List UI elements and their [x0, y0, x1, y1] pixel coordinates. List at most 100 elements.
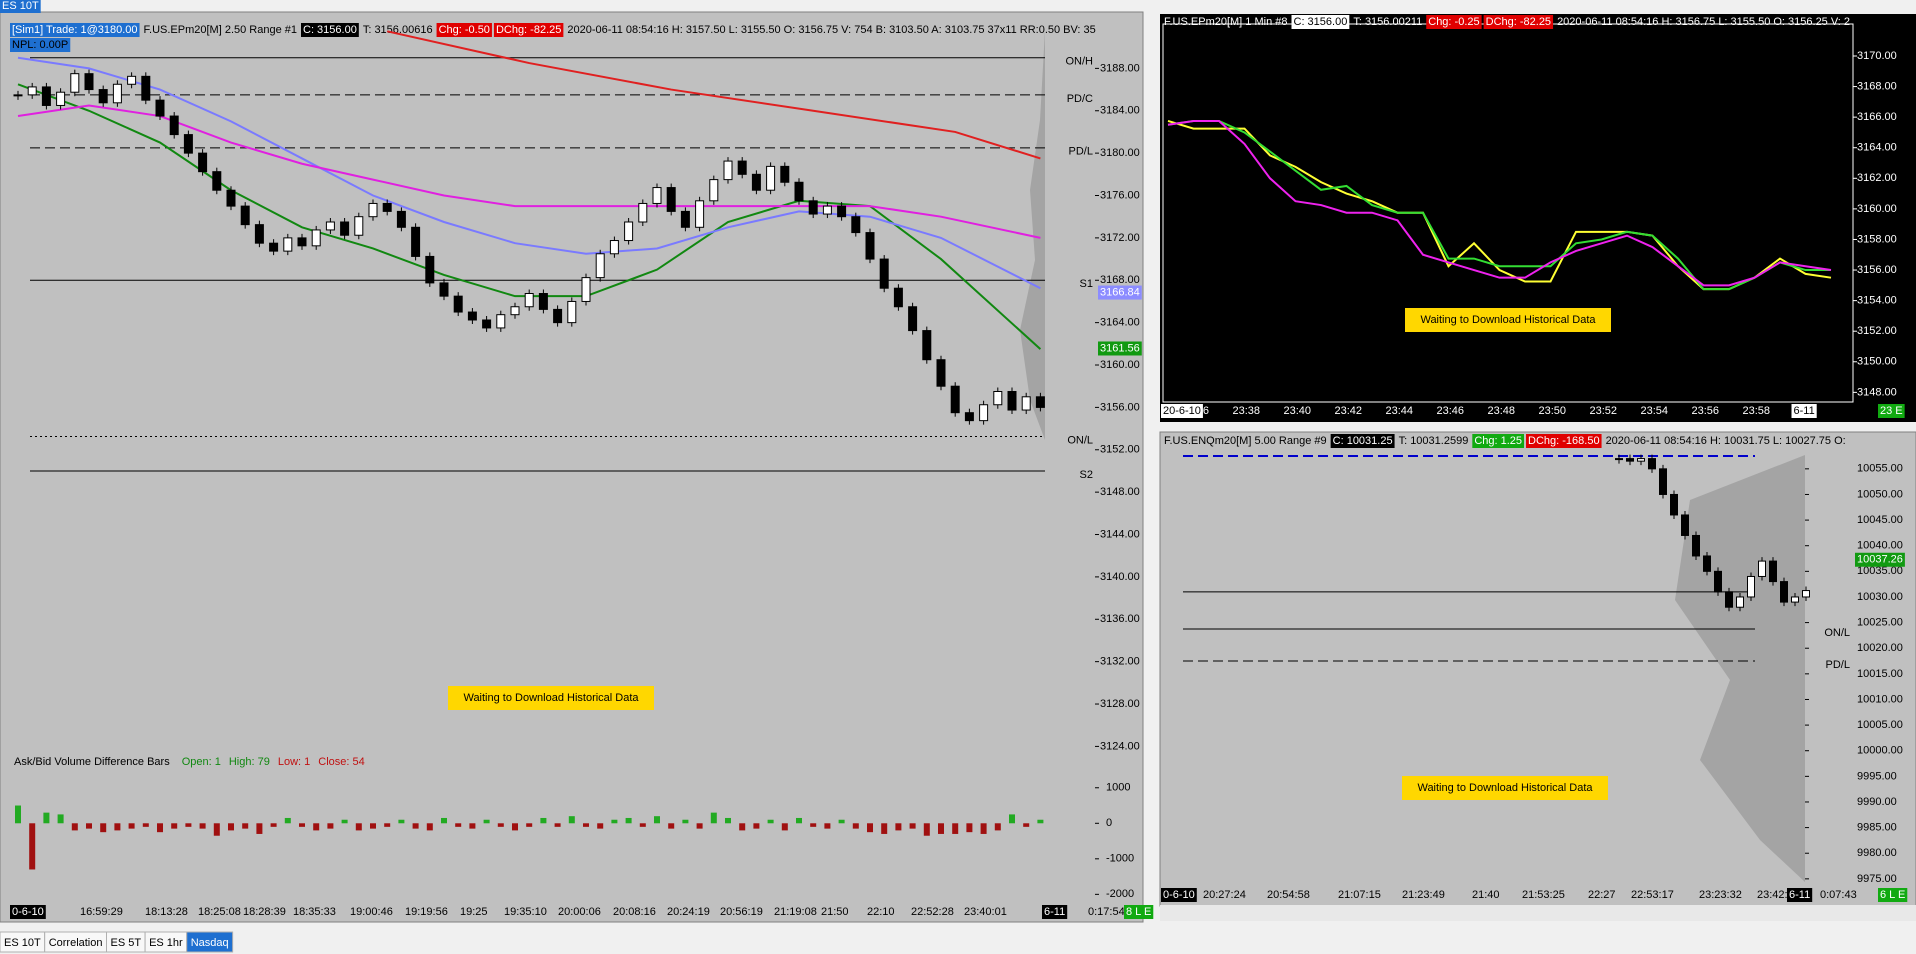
header-text-bg — [493, 23, 564, 37]
candle — [822, 205, 832, 215]
y-tick-label: 3164.00 — [1857, 142, 1897, 154]
x-tick-label: 19:00:46 — [350, 906, 393, 918]
volume-bar — [327, 823, 334, 829]
volume-stat: High: 79 — [229, 756, 270, 768]
candle — [1615, 458, 1623, 461]
x-tick-label-bg — [1161, 888, 1197, 902]
volume-bar — [824, 823, 831, 829]
header-text-bg — [1526, 434, 1602, 448]
volume-bar — [114, 823, 121, 831]
candle — [879, 258, 889, 289]
y-tick-label: 10015.00 — [1857, 668, 1903, 680]
y-tick-label: -2000 — [1106, 888, 1134, 900]
time-remaining: 0:07:43 — [1820, 889, 1857, 901]
npl: NPL: 0.00P — [12, 39, 68, 51]
candle — [680, 210, 690, 228]
candle — [1714, 570, 1722, 593]
candle — [595, 253, 605, 279]
y-tick-label: 9995.00 — [1857, 770, 1897, 782]
x-tick-label: 23:40:01 — [964, 906, 1007, 918]
series-line — [1167, 119, 1831, 291]
level-label: PD/C — [1067, 93, 1093, 105]
scrollbar[interactable] — [1160, 905, 1916, 921]
header-text-bg — [10, 23, 140, 37]
x-tick-label: 18:28:39 — [243, 906, 286, 918]
candle — [155, 99, 165, 117]
volume-bar — [157, 823, 163, 833]
volume-bar — [725, 817, 731, 824]
volume-bar — [483, 819, 490, 824]
x-tick-label: 23:46 — [1437, 405, 1465, 417]
candle — [482, 319, 492, 329]
y-tick-label: 3128.00 — [1100, 698, 1140, 710]
candle — [794, 181, 804, 202]
volume-stat: Close: 54 — [318, 756, 364, 768]
x-tick-label: 18:13:28 — [145, 906, 188, 918]
candle — [183, 134, 193, 154]
y-tick-label: 3140.00 — [1100, 571, 1140, 583]
candle — [1747, 575, 1755, 598]
volume-bar — [753, 823, 760, 829]
header-text-bg — [1472, 434, 1525, 448]
candle — [1007, 391, 1017, 411]
candle — [553, 308, 563, 324]
candle — [524, 293, 534, 308]
x-tick-label: 23:44 — [1386, 405, 1414, 417]
tab-label[interactable]: ES 5T — [111, 937, 142, 949]
y-tick-label: 3154.00 — [1857, 295, 1897, 307]
volume-bar — [838, 819, 845, 824]
tab-label[interactable]: Nasdaq — [191, 937, 229, 949]
volume-bar — [554, 823, 561, 827]
tab-label[interactable]: ES 1hr — [149, 937, 183, 949]
y-tick-label: 3180.00 — [1100, 147, 1140, 159]
y-tick-label: 3148.00 — [1100, 486, 1140, 498]
x-tick-label: 6-11 — [1794, 405, 1815, 417]
level-label: ON/L — [1067, 434, 1093, 446]
volume-bar — [71, 823, 78, 831]
candle — [382, 202, 392, 212]
level-label: ON/L — [1824, 627, 1850, 639]
candle — [695, 200, 705, 228]
volume-bar — [228, 823, 234, 831]
volume-bar — [142, 823, 149, 827]
candle — [368, 202, 378, 218]
volume-bar — [597, 823, 604, 829]
level-label: S1 — [1080, 278, 1093, 290]
candle — [439, 282, 449, 297]
candle — [709, 179, 719, 202]
tab-label[interactable]: Correlation — [49, 937, 103, 949]
header-text: T: 3156.00211 — [1353, 16, 1422, 28]
tab[interactable] — [186, 931, 234, 953]
volume-bar — [909, 823, 916, 829]
candle — [1021, 396, 1031, 411]
volume-bar — [1037, 819, 1044, 824]
candle — [1637, 458, 1645, 462]
candle — [169, 115, 179, 136]
y-tick-label: 9975.00 — [1857, 873, 1897, 885]
candle — [27, 86, 37, 96]
y-tick-label: 3148.00 — [1857, 386, 1897, 398]
status-badge: 23 E — [1880, 405, 1903, 417]
candle — [212, 171, 222, 191]
y-tick-label: 10035.00 — [1857, 565, 1903, 577]
level-label: PD/L — [1826, 659, 1850, 671]
y-tick-label: 10005.00 — [1857, 719, 1903, 731]
header-text-bg — [1330, 434, 1395, 448]
volume-bar — [923, 823, 930, 836]
volume-bar — [370, 823, 376, 829]
candle — [780, 165, 790, 183]
indicator-line — [386, 30, 1041, 160]
x-tick-label: 22:10 — [867, 906, 895, 918]
candle — [624, 221, 634, 242]
header-text: Chg: -0.25 — [1428, 16, 1479, 28]
x-tick-label: 19:19:56 — [405, 906, 448, 918]
candle — [127, 75, 137, 85]
candle — [1802, 590, 1810, 598]
tab-label[interactable]: ES 10T — [4, 937, 41, 949]
y-tick-label: 3132.00 — [1100, 656, 1140, 668]
y-tick-label: 3172.00 — [1100, 232, 1140, 244]
candle — [453, 295, 463, 313]
volume-bar — [710, 812, 717, 824]
price-label: 3161.56 — [1100, 342, 1140, 354]
header-text-bg — [1483, 15, 1554, 29]
